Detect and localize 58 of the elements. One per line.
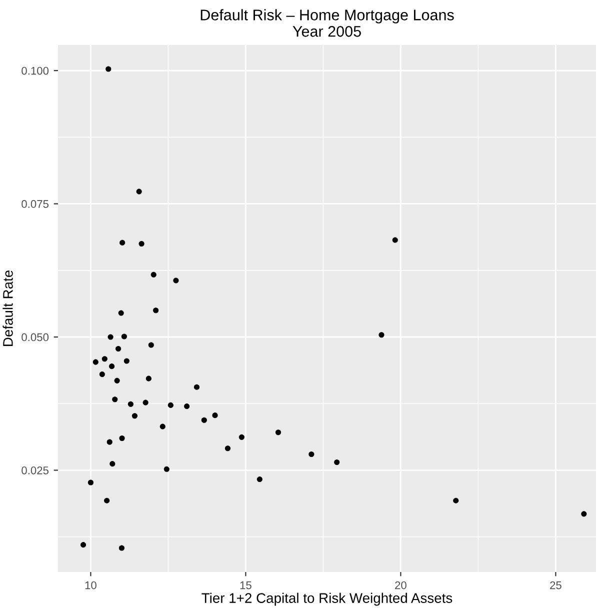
point (212, 412, 218, 418)
point (132, 413, 138, 419)
point (184, 404, 190, 410)
point (128, 401, 134, 407)
x-tick-label: 20 (395, 581, 406, 590)
y-tick-label: 0.025 (22, 466, 49, 474)
point (106, 439, 112, 445)
point (92, 359, 98, 365)
point (238, 434, 244, 440)
point (136, 188, 142, 194)
point (118, 545, 124, 551)
point (194, 384, 200, 390)
point (116, 346, 122, 352)
point (99, 372, 105, 378)
point (112, 396, 118, 402)
point (146, 376, 152, 382)
point (160, 424, 166, 430)
point (308, 451, 314, 458)
x-tick-label: 25 (550, 581, 562, 590)
y-axis-title: Default Rate (2, 270, 13, 346)
x-tick-label: 15 (240, 581, 252, 590)
point (256, 476, 262, 482)
y-tick-label: 0.075 (22, 200, 49, 208)
point (108, 334, 114, 340)
point (201, 417, 207, 423)
point (148, 342, 154, 348)
point (153, 308, 159, 314)
point (121, 334, 127, 340)
point (106, 66, 112, 72)
chart-title: Default Risk – Home Mortgage Loans Year 2005 (200, 9, 454, 37)
point (80, 542, 86, 548)
point (109, 364, 115, 370)
point (114, 378, 120, 384)
point (224, 446, 230, 452)
point (118, 310, 124, 316)
point (581, 511, 587, 517)
point (392, 237, 398, 243)
point (164, 466, 170, 472)
x-tick-label: 10 (85, 581, 96, 590)
point (275, 430, 282, 436)
point (173, 278, 179, 284)
point (453, 498, 459, 504)
y-tick-label: 0.050 (22, 333, 49, 342)
x-axis-title: Tier 1+2 Capital to Risk Weighted Assets (202, 592, 452, 606)
point (110, 461, 116, 467)
point (102, 356, 108, 362)
y-tick-label: 0.100 (22, 66, 49, 75)
point (378, 332, 384, 338)
point (104, 498, 110, 504)
point (168, 402, 174, 408)
point (120, 240, 126, 246)
point (124, 358, 130, 364)
point (142, 400, 148, 406)
point (334, 459, 340, 466)
point (150, 272, 156, 278)
point (119, 435, 125, 442)
point (88, 480, 94, 486)
point (138, 240, 144, 247)
